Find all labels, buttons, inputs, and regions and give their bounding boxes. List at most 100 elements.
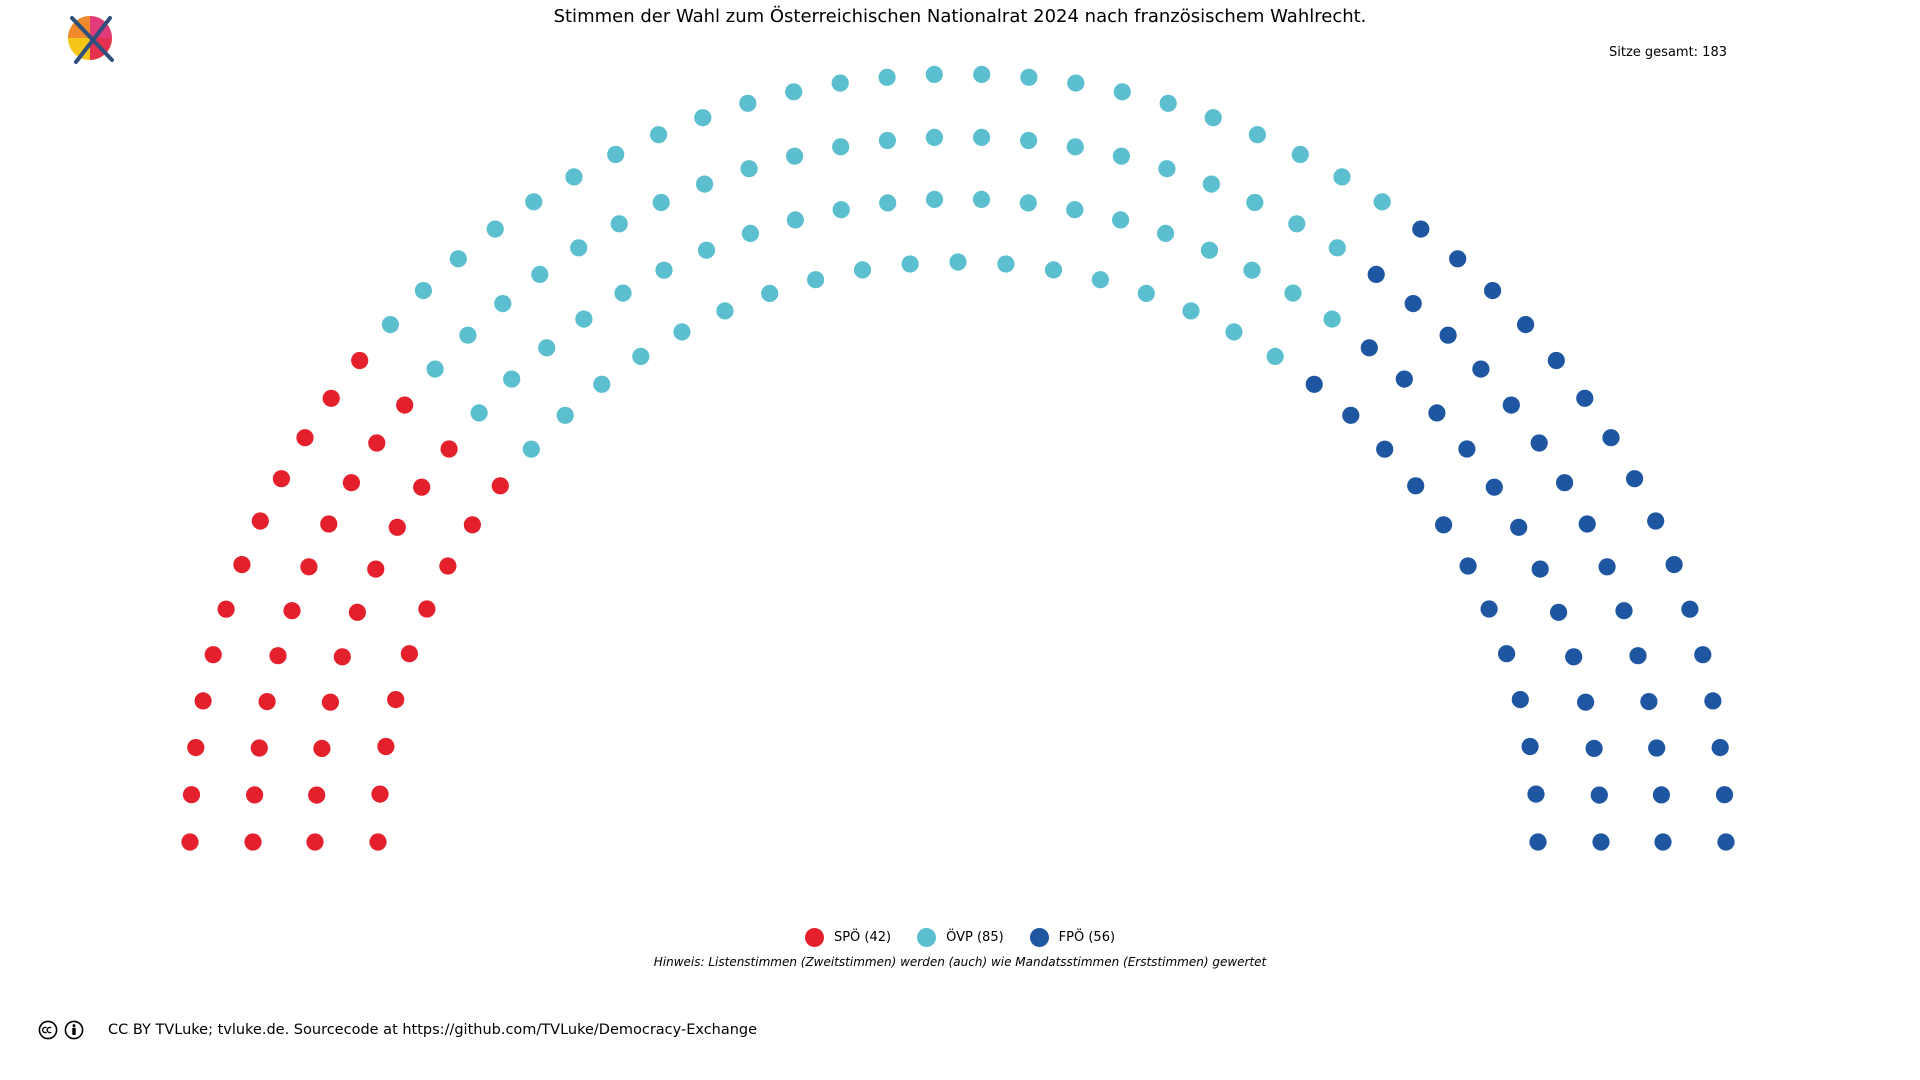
- seat-dot: [593, 375, 611, 393]
- seat-dot: [1182, 302, 1200, 320]
- seat-dot: [1395, 370, 1413, 388]
- legend-swatch: [1029, 928, 1049, 947]
- seat-dot: [313, 739, 331, 758]
- seat-dot: [786, 211, 805, 229]
- seat-dot: [367, 560, 385, 578]
- seat-dot: [491, 477, 509, 495]
- seat-dot: [525, 193, 543, 211]
- legend-label: FPÖ (56): [1058, 930, 1116, 945]
- seat-dot: [1517, 316, 1535, 334]
- seat-dot: [217, 600, 235, 618]
- seat-dot: [1439, 326, 1457, 344]
- seat-dot: [1428, 404, 1446, 422]
- seat-dot: [1629, 647, 1647, 665]
- seat-dot: [1556, 474, 1574, 492]
- seat-dot: [440, 440, 458, 458]
- seat-dot: [1435, 516, 1453, 534]
- seat-dot: [1715, 786, 1734, 804]
- seat-dot: [949, 253, 967, 271]
- seat-dot: [1284, 284, 1302, 302]
- legend-label: ÖVP (85): [946, 930, 1004, 945]
- seat-dot: [785, 83, 803, 101]
- seat-dot: [204, 646, 222, 664]
- chart-title: Stimmen der Wahl zum Österreichischen Na…: [553, 6, 1367, 27]
- seat-dot: [244, 833, 262, 851]
- seat-dot: [1266, 347, 1284, 365]
- seat-dot: [1511, 691, 1529, 709]
- legend-swatch: [917, 928, 937, 947]
- cc-icon: [38, 1020, 58, 1040]
- seat-dot: [296, 429, 314, 447]
- seat-dot: [1323, 310, 1341, 328]
- seat-dot: [1615, 602, 1633, 620]
- seat-dot: [1066, 138, 1084, 156]
- seat-dot: [388, 518, 406, 536]
- seat-dot: [632, 347, 650, 365]
- seats-total-label: Sitze gesamt: 183: [1609, 45, 1727, 60]
- seat-dot: [1243, 261, 1261, 279]
- seat-dot: [400, 645, 418, 663]
- seat-dot: [1407, 477, 1425, 495]
- seat-dot: [194, 692, 212, 710]
- footer: CC BY TVLuke; tvluke.de. Sourcecode at h…: [38, 1020, 757, 1040]
- seat-dot: [556, 406, 574, 424]
- seat-dot: [486, 220, 504, 238]
- seat-dot: [308, 786, 326, 804]
- seat-dot: [997, 255, 1015, 273]
- seat-dot: [459, 326, 477, 344]
- chart-note: Hinweis: Listenstimmen (Zweitstimmen) we…: [653, 955, 1267, 969]
- seat-dot: [1704, 692, 1722, 710]
- seat-dot: [878, 68, 896, 86]
- seat-dot: [1602, 429, 1620, 447]
- seat-dot: [925, 128, 944, 146]
- seat-dot: [694, 109, 712, 127]
- seat-dot: [371, 785, 389, 803]
- seat-dot: [575, 310, 593, 328]
- seat-dot: [973, 65, 991, 83]
- seat-dot: [306, 833, 324, 851]
- seat-dot: [1333, 168, 1351, 186]
- seat-dot: [1449, 250, 1467, 268]
- seat-dot: [652, 193, 670, 212]
- seat-dot: [531, 265, 549, 283]
- seat-dot: [1578, 515, 1596, 533]
- seat-dot: [1459, 557, 1477, 575]
- legend-item-1: ÖVP (85): [917, 928, 1004, 947]
- seat-dot: [1652, 786, 1670, 804]
- seat-dot: [522, 440, 540, 458]
- seat-dot: [1502, 396, 1520, 414]
- legend: SPÖ (42) ÖVP (85) FPÖ (56): [0, 928, 1920, 947]
- seat-dot: [1202, 175, 1220, 193]
- seat-dot: [1531, 560, 1549, 578]
- seat-dot: [342, 474, 360, 492]
- seat-dot: [786, 147, 804, 165]
- seat-dot: [853, 261, 872, 279]
- seat-dot: [1200, 241, 1219, 259]
- seat-dot: [1530, 434, 1548, 452]
- seat-dot: [233, 556, 251, 574]
- seat-dot: [655, 261, 673, 279]
- seat-dot: [439, 557, 457, 575]
- seat-dot: [1137, 284, 1155, 302]
- seat-dot: [258, 693, 276, 711]
- seat-dot: [1248, 126, 1266, 144]
- seat-dot: [741, 224, 760, 242]
- legend-item-2: FPÖ (56): [1029, 928, 1116, 947]
- seat-dot: [321, 693, 339, 711]
- seat-dot: [1510, 518, 1528, 536]
- seat-dot: [614, 284, 632, 302]
- seat-dot: [538, 339, 556, 357]
- seat-dot: [1019, 194, 1037, 212]
- seat-dot: [246, 786, 264, 804]
- seat-dot: [1342, 406, 1360, 424]
- seat-dot: [1480, 600, 1498, 618]
- seat-dot: [463, 516, 481, 534]
- seat-dot: [1472, 360, 1490, 378]
- seat-dot: [1404, 295, 1422, 313]
- seat-dot: [1694, 646, 1712, 664]
- seat-dot: [1598, 558, 1616, 576]
- seat-dot: [831, 74, 849, 92]
- seat-dot: [1067, 74, 1085, 92]
- seat-dot: [1225, 323, 1243, 341]
- footer-text: CC BY TVLuke; tvluke.de. Sourcecode at h…: [108, 1022, 758, 1038]
